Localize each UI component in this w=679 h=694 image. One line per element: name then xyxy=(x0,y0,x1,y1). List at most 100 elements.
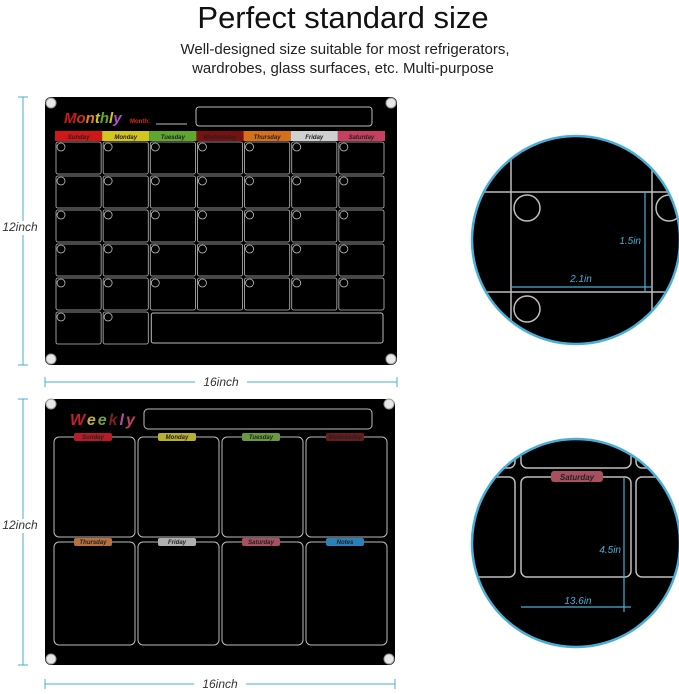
standoff-screw xyxy=(45,653,57,665)
day-cell xyxy=(197,243,243,277)
date-circle xyxy=(339,142,349,152)
date-circle xyxy=(245,210,254,220)
date-circle xyxy=(339,278,349,288)
date-circle xyxy=(150,210,160,220)
label-bg xyxy=(194,676,246,690)
date-circle xyxy=(150,244,160,254)
date-circle xyxy=(56,210,66,220)
standoff-screw xyxy=(383,398,395,410)
day-cell xyxy=(55,141,102,175)
day-header-thursday xyxy=(243,131,291,141)
day-cell xyxy=(55,243,102,277)
day-cell xyxy=(197,141,243,175)
section-label: Saturday xyxy=(248,540,274,546)
date-circle xyxy=(103,142,113,152)
date-circle xyxy=(150,176,160,186)
day-cell xyxy=(102,175,149,209)
board-background xyxy=(45,97,397,365)
month-label: Month: xyxy=(130,119,150,125)
section-tag xyxy=(74,433,112,441)
day-cell xyxy=(244,209,291,243)
magnifier-ring xyxy=(470,134,679,346)
day-cell xyxy=(197,175,243,209)
height-label: 12inch xyxy=(2,220,38,234)
section-tag xyxy=(326,538,364,546)
weekly-title: Weekly xyxy=(70,412,137,429)
section-tag xyxy=(74,538,112,546)
day-cell xyxy=(338,277,385,311)
date-circle xyxy=(339,176,349,186)
section-label: Notes xyxy=(337,540,354,546)
magnifier-background xyxy=(472,439,679,647)
day-cell xyxy=(55,175,102,209)
date-circle xyxy=(292,210,302,220)
date-circle xyxy=(150,278,160,288)
day-cell xyxy=(102,141,149,175)
day-header-label: Sunday xyxy=(68,135,90,141)
standoff-screw xyxy=(385,353,397,365)
section-label: Sunday xyxy=(82,435,104,441)
height-label: 12inch xyxy=(2,518,38,532)
date-circle xyxy=(103,210,113,220)
section-tag xyxy=(158,433,196,441)
date-circle xyxy=(198,244,207,254)
date-circle xyxy=(56,312,66,322)
month-notes-box xyxy=(195,106,373,127)
standoff-screw xyxy=(385,97,397,109)
section-label: Saturday xyxy=(560,473,595,482)
date-circle xyxy=(339,244,349,254)
standoff-screw xyxy=(45,398,57,410)
day-cell xyxy=(244,243,291,277)
day-cell xyxy=(244,141,291,175)
day-cell xyxy=(197,277,243,311)
week-notes-box xyxy=(143,408,373,430)
date-circle xyxy=(292,278,302,288)
day-cell xyxy=(291,243,338,277)
day-cell xyxy=(149,277,196,311)
section-label: Friday xyxy=(168,540,187,546)
date-circle xyxy=(103,176,113,186)
section-label: Wednesday xyxy=(328,435,362,441)
weekly-detail-magnifier: Saturday 13.6in 4.5in xyxy=(470,437,679,649)
date-circle xyxy=(56,278,66,288)
day-cell xyxy=(197,209,243,243)
width-label: 16inch xyxy=(203,375,239,389)
date-circle xyxy=(513,295,541,323)
day-cell xyxy=(149,243,196,277)
date-circle xyxy=(56,176,66,186)
monthly-title: Monthly xyxy=(64,110,122,127)
day-header-label: Wednesday xyxy=(203,135,237,141)
section-label: Thursday xyxy=(79,540,107,546)
monthly-detail-magnifier: 2.1in 1.5in xyxy=(470,134,679,346)
day-cell xyxy=(244,175,291,209)
date-circle xyxy=(198,142,207,152)
section-box xyxy=(635,439,679,469)
day-cell xyxy=(102,277,149,311)
day-header-saturday xyxy=(337,131,385,141)
date-circle xyxy=(513,194,541,222)
height-measure-label: 4.5in xyxy=(599,545,621,556)
width-measure-label: 2.1in xyxy=(569,274,592,285)
section-label: Monday xyxy=(166,435,189,441)
day-header-monday xyxy=(102,131,150,141)
date-circle xyxy=(292,176,302,186)
date-circle xyxy=(198,210,207,220)
date-circle xyxy=(103,312,113,322)
day-header-wednesday xyxy=(196,131,244,141)
day-header-label: Saturday xyxy=(349,135,375,141)
day-cell xyxy=(149,141,196,175)
day-header-label: Tuesday xyxy=(161,135,186,141)
day-cell xyxy=(338,175,385,209)
date-circle xyxy=(245,278,254,288)
section-tag xyxy=(158,538,196,546)
section-box xyxy=(472,476,516,578)
day-cell xyxy=(338,141,385,175)
date-circle xyxy=(245,176,254,186)
day-cell xyxy=(55,311,102,345)
date-circle xyxy=(198,176,207,186)
label-bg xyxy=(0,519,44,533)
weekly-board: Weekly Sunday Monday Tuesday Wednesday Thursd… xyxy=(0,398,396,691)
magnifier-ring xyxy=(470,437,679,649)
date-circle xyxy=(292,142,302,152)
